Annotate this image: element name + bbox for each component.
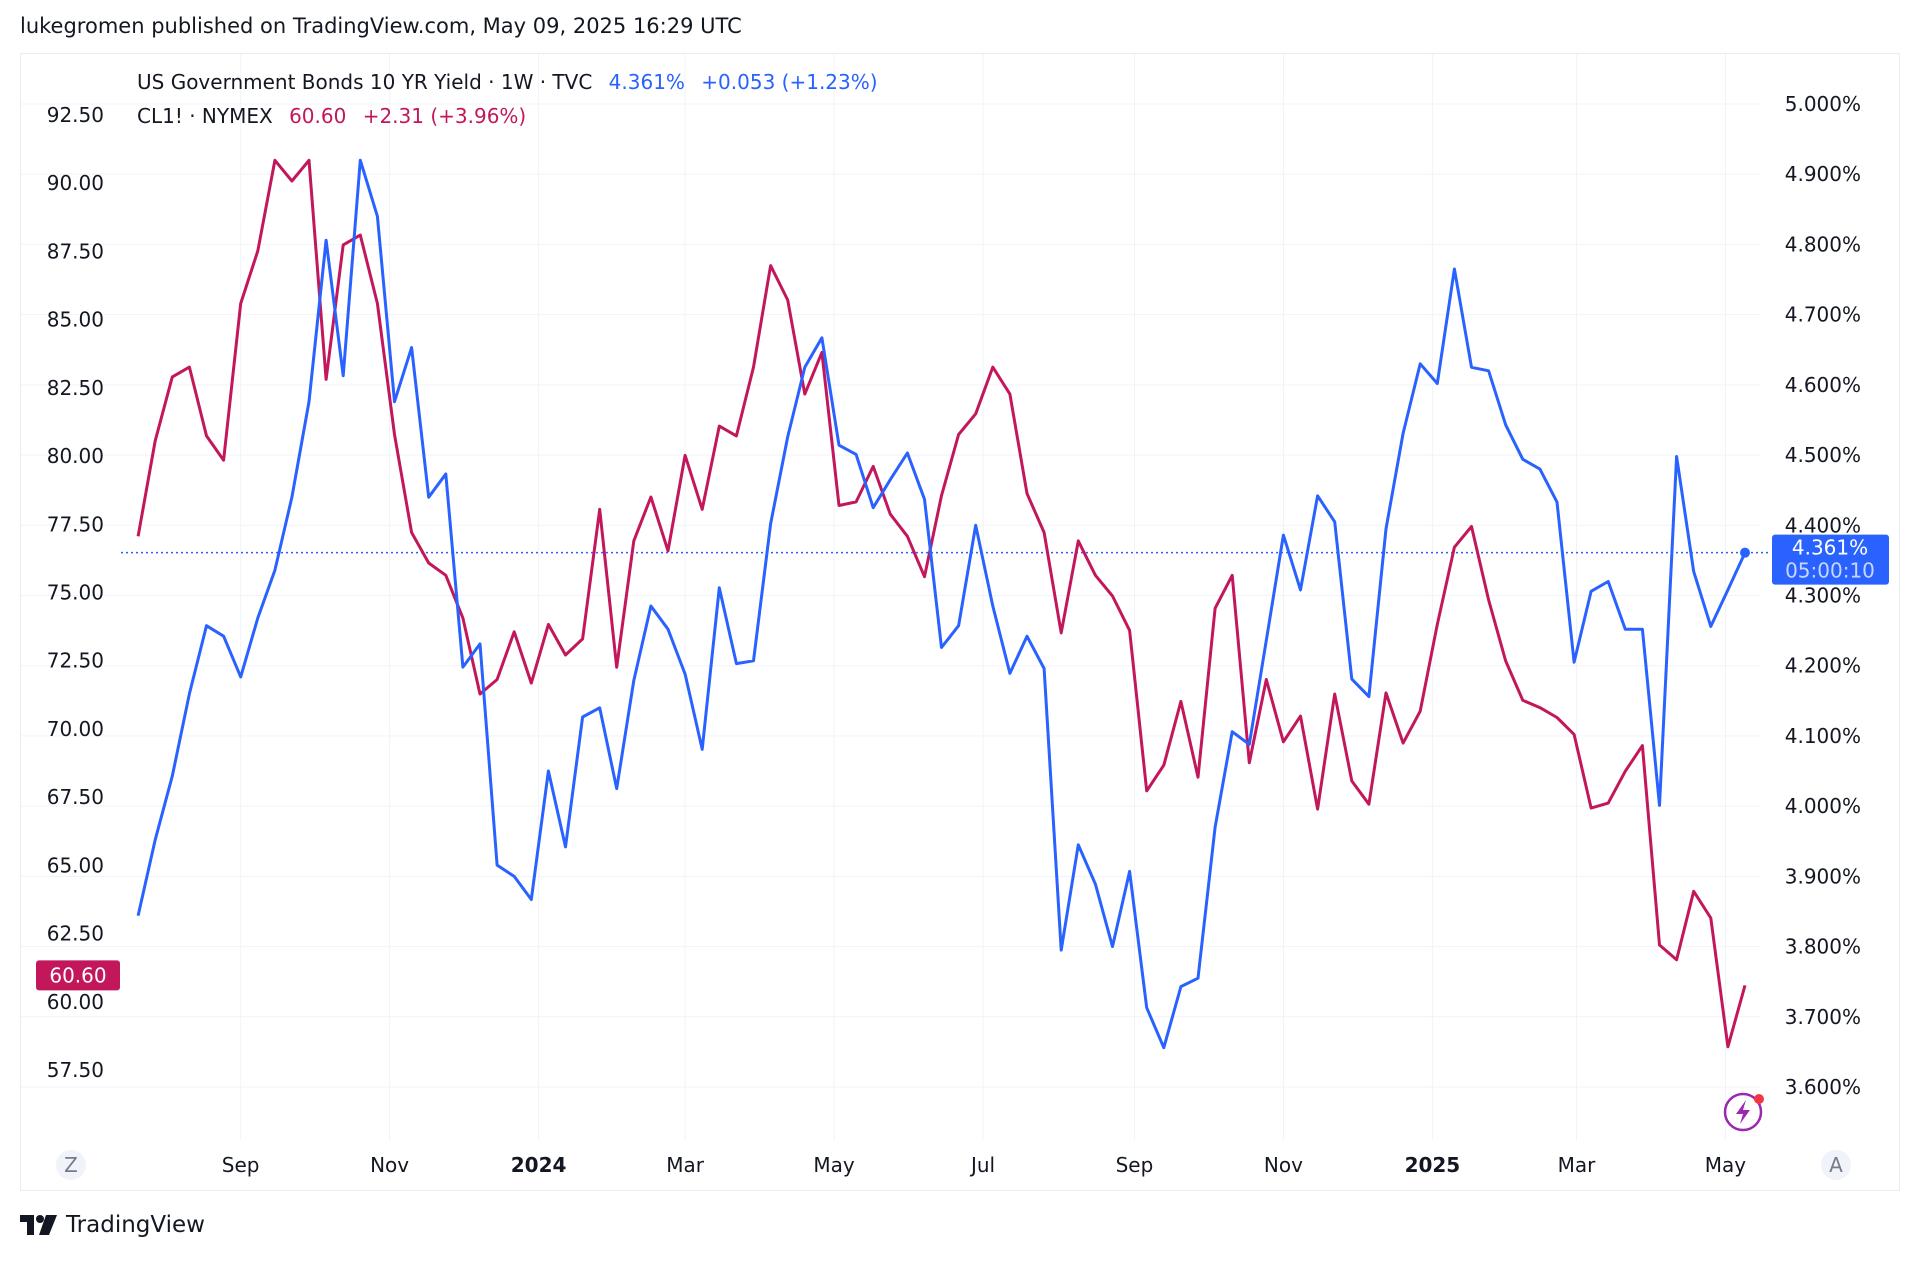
right-axis-tick-label: 3.800% <box>1785 935 1861 959</box>
right-axis-tick-label: 4.300% <box>1785 584 1861 608</box>
axis-button-right[interactable]: A <box>1821 1150 1851 1180</box>
time-axis-tick-label: Nov <box>370 1153 409 1177</box>
left-axis-tick-label: 82.50 <box>47 376 104 400</box>
right-axis-tick-label: 3.700% <box>1785 1005 1861 1029</box>
legend-yield-change: +0.053 (+1.23%) <box>701 70 878 94</box>
left-axis-tick-label: 57.50 <box>47 1058 104 1082</box>
tradingview-logo-icon <box>20 1215 57 1235</box>
right-axis-tick-label: 4.600% <box>1785 373 1861 397</box>
published-caption: lukegromen published on TradingView.com,… <box>20 14 742 38</box>
oil-price-badge-label: 60.60 <box>49 963 106 987</box>
lightning-alert-icon[interactable] <box>1723 1092 1764 1132</box>
yield-price-badge <box>1772 534 1889 585</box>
time-axis-tick-label: 2024 <box>511 1153 567 1177</box>
axis-button-left-label: Z <box>64 1153 78 1177</box>
right-axis-tick-label: 4.200% <box>1785 654 1861 678</box>
axis-button-left[interactable]: Z <box>56 1150 86 1180</box>
yield-line <box>136 158 1747 1050</box>
legend-oil-value: 60.60 <box>289 104 347 128</box>
legend-oil-name: CL1! · NYMEX <box>137 104 273 128</box>
right-axis-tick-label: 3.900% <box>1785 864 1861 888</box>
countdown-label: 05:00:10 <box>1785 559 1875 583</box>
time-axis: Sep Nov 2024 Mar May Jul Sep Nov 2025 Mar May <box>222 1153 1746 1177</box>
right-price-axis: 5.000% 4.900% 4.800% 4.700% 4.600% 4.500% 4.40… <box>1785 92 1861 1099</box>
axis-button-right-label: A <box>1829 1153 1843 1177</box>
right-axis-tick-label: 5.000% <box>1785 92 1861 116</box>
right-axis-tick-label: 4.100% <box>1785 724 1861 748</box>
time-axis-tick-label: Mar <box>1558 1153 1597 1177</box>
left-axis-tick-label: 60.00 <box>47 990 104 1014</box>
left-axis-tick-label: 92.50 <box>47 103 104 127</box>
time-axis-tick-label: Jul <box>969 1153 995 1177</box>
price-badges: 60.60 4.361%05:00:10 <box>36 534 1889 991</box>
left-axis-tick-label: 87.50 <box>47 239 104 263</box>
left-axis-tick-label: 80.00 <box>47 444 104 468</box>
right-axis-tick-label: 4.000% <box>1785 794 1861 818</box>
time-axis-tick-label: 2025 <box>1405 1153 1461 1177</box>
time-axis-tick-label: May <box>813 1153 855 1177</box>
time-axis-tick-label: Sep <box>222 1153 260 1177</box>
time-axis-tick-label: Mar <box>666 1153 705 1177</box>
oil-price-line <box>136 158 1747 1049</box>
legend-oil[interactable]: CL1! · NYMEX 60.60 +2.31 (+3.96%) <box>137 104 526 128</box>
chart-frame[interactable] <box>20 53 1900 1191</box>
left-axis-tick-label: 70.00 <box>47 717 104 741</box>
footer-brand[interactable]: TradingView <box>20 1212 205 1238</box>
yield-last-point <box>1740 547 1750 558</box>
footer-brand-name: TradingView <box>66 1212 205 1238</box>
time-axis-tick-label: Sep <box>1116 1153 1154 1177</box>
right-axis-tick-label: 4.700% <box>1785 303 1861 327</box>
right-axis-tick-label: 4.500% <box>1785 443 1861 467</box>
time-axis-tick-label: May <box>1705 1153 1747 1177</box>
legend-yield-value: 4.361% <box>608 70 685 94</box>
right-axis-tick-label: 3.600% <box>1785 1075 1861 1099</box>
left-axis-tick-label: 65.00 <box>47 853 104 877</box>
right-axis-tick-label: 4.800% <box>1785 232 1861 256</box>
right-axis-tick-label: 4.400% <box>1785 513 1861 537</box>
yield-price-badge-label: 4.361% <box>1792 536 1868 560</box>
left-axis-tick-label: 72.50 <box>47 649 104 673</box>
oil-price-badge <box>36 960 120 991</box>
left-axis-tick-label: 75.00 <box>47 581 104 605</box>
left-axis-tick-label: 77.50 <box>47 512 104 536</box>
legend-yield[interactable]: US Government Bonds 10 YR Yield · 1W · T… <box>137 70 878 94</box>
left-axis-tick-label: 85.00 <box>47 308 104 332</box>
right-axis-tick-label: 4.900% <box>1785 162 1861 186</box>
legend-oil-change: +2.31 (+3.96%) <box>362 104 527 128</box>
series-lines <box>136 158 1750 1050</box>
grid-lines <box>21 54 1760 1140</box>
left-axis-tick-label: 67.50 <box>47 785 104 809</box>
left-axis-tick-label: 62.50 <box>47 922 104 946</box>
left-axis-tick-label: 90.00 <box>47 171 104 195</box>
legend-yield-name: US Government Bonds 10 YR Yield · 1W · T… <box>137 70 593 94</box>
left-price-axis: 92.50 90.00 87.50 85.00 82.50 80.00 77.50 75.00… <box>47 103 104 1082</box>
time-axis-tick-label: Nov <box>1264 1153 1303 1177</box>
